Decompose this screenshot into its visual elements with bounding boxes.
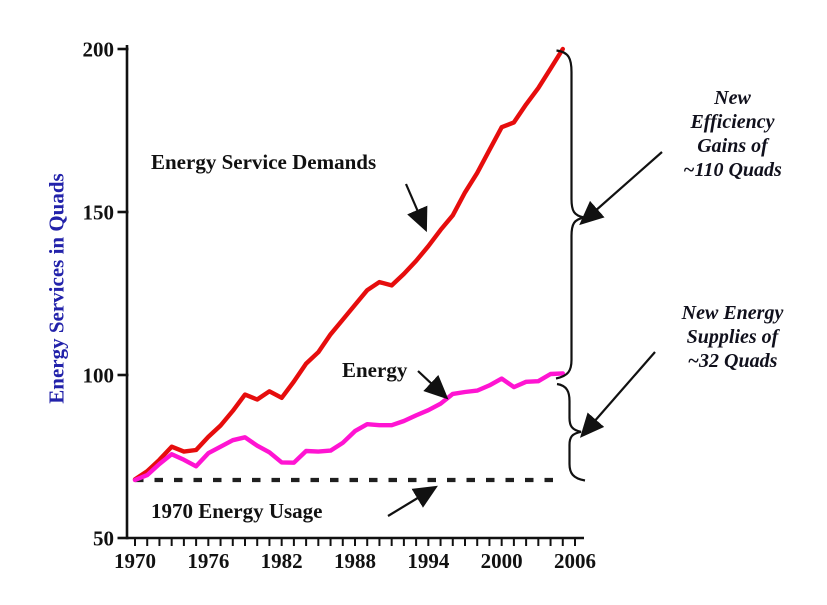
y-axis-title: Energy Services in Quads	[44, 173, 69, 404]
x-tick-label: 1988	[334, 549, 376, 573]
baseline-label: 1970 Energy Usage	[151, 499, 323, 523]
new-supplies-annotation: New Energy Supplies of ~32 Quads	[660, 301, 805, 373]
x-tick-label: 1982	[261, 549, 303, 573]
efficiency-annotation-arrow-icon	[579, 151, 663, 226]
annotation-line: Gains of	[697, 135, 768, 157]
annotation-line: ~110 Quads	[683, 159, 782, 181]
y-tick-label: 100	[83, 364, 115, 388]
energy-line-series	[132, 371, 565, 483]
y-tick-label: 200	[83, 38, 115, 62]
annotation-line: Supplies of	[686, 326, 779, 348]
x-tick-label: 2000	[481, 549, 523, 573]
supplies-annotation-arrow-icon	[579, 351, 656, 438]
annotation-line: ~32 Quads	[687, 350, 778, 372]
annotation-line: Efficiency	[690, 111, 775, 133]
annotation-line: New	[714, 87, 751, 109]
axis-tick-labels: 50 100 150 200 1970 1976 1982 1988 1994 2000 2006	[83, 38, 596, 574]
efficiency-brace-icon	[555, 49, 585, 380]
demand-label-arrow-icon	[404, 183, 428, 233]
axis-ticks	[117, 47, 576, 546]
demand-line-label: Energy Service Demands	[151, 150, 377, 174]
x-tick-label: 1970	[114, 549, 156, 573]
x-tick-label: 2006	[554, 549, 596, 573]
efficiency-gains-annotation: New Efficiency Gains of ~110 Quads	[665, 86, 800, 182]
energy-line-label: Energy	[342, 358, 408, 382]
x-tick-label: 1994	[407, 549, 450, 573]
y-tick-label: 150	[83, 201, 115, 225]
demand-line-series	[132, 46, 565, 482]
baseline-label-arrow-icon	[387, 485, 438, 517]
x-tick-label: 1976	[187, 549, 229, 573]
y-tick-label: 50	[93, 527, 114, 551]
annotation-line: New Energy	[681, 302, 784, 324]
supplies-brace-icon	[556, 382, 586, 482]
energy-label-arrow-icon	[417, 370, 449, 400]
